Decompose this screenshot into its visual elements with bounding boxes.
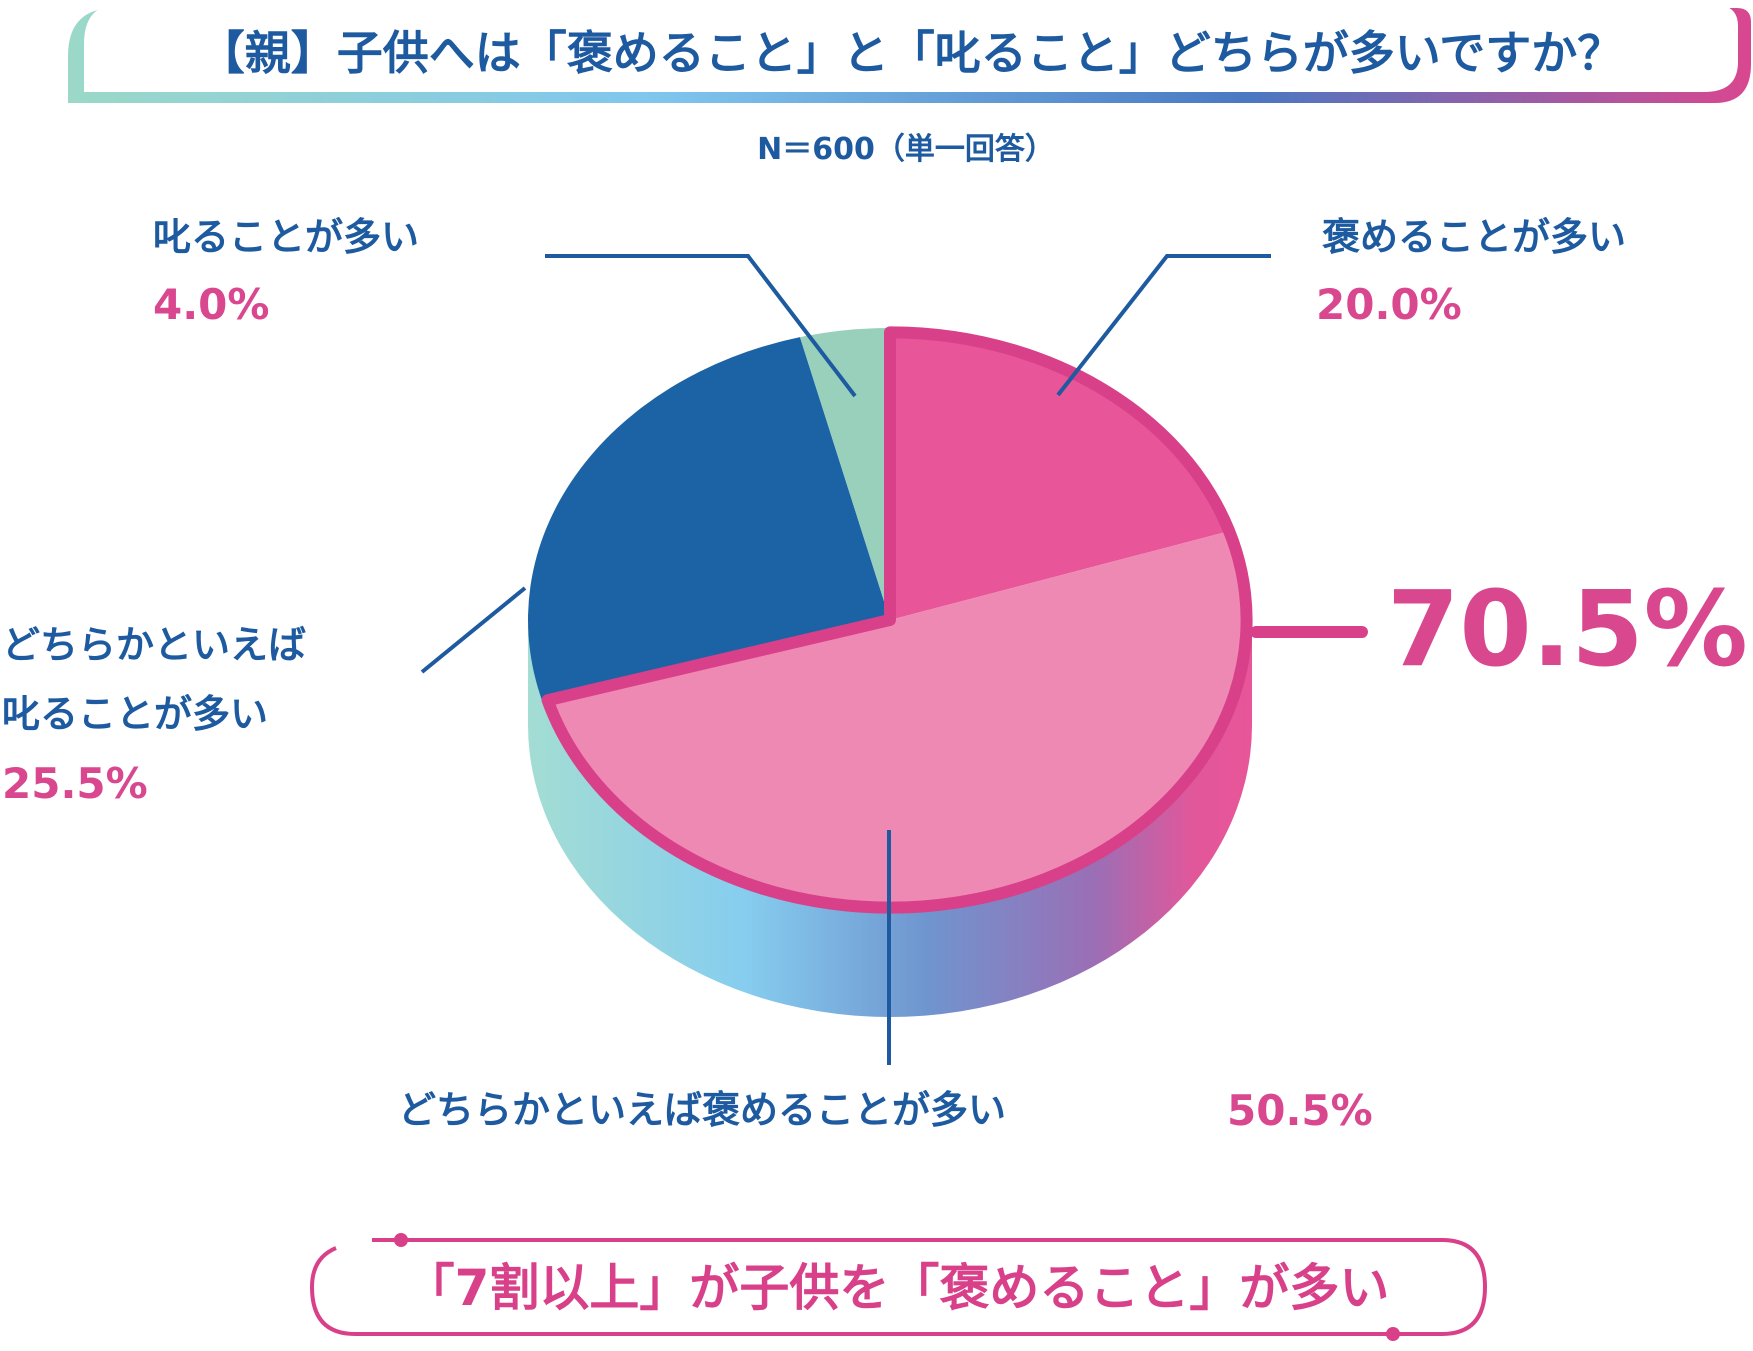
label-somewhat-praise-text: どちらかといえば褒めることが多い <box>398 1088 1006 1132</box>
leader-line-scold-more <box>545 254 857 398</box>
combined-percentage: 70.5% <box>1387 568 1748 690</box>
label-scold-more-text: 叱ることが多い <box>153 215 419 259</box>
leader-lines <box>420 254 1271 1065</box>
label-praise-more-value: 20.0% <box>1316 280 1462 329</box>
title-banner: 【親】子供へは「褒めること」と「叱ること」どちらが多いですか？ <box>68 4 1751 103</box>
label-scold-more-value: 4.0% <box>153 280 269 329</box>
summary-callout: 「7割以上」が子供を「褒めること」が多い <box>310 1233 1488 1341</box>
summary-text: 「7割以上」が子供を「褒めること」が多い <box>405 1259 1390 1317</box>
label-somewhat-scold-line1: どちらかといえば <box>2 623 306 667</box>
praise-group-outline <box>541 326 1253 914</box>
label-somewhat-scold-value: 25.5% <box>2 759 148 808</box>
leader-line-praise-more <box>1056 254 1271 397</box>
label-somewhat-praise-value: 50.5% <box>1227 1086 1373 1135</box>
label-somewhat-scold-line2: 叱ることが多い <box>2 692 268 736</box>
sample-note: N＝600（単一回答） <box>757 132 1055 167</box>
pie-side-face <box>528 620 1252 1017</box>
pie-slice-somewhat-praise <box>542 529 1252 912</box>
pie-slice-scold-more <box>799 328 890 620</box>
pie-slice-praise-more <box>890 328 1235 620</box>
label-somewhat-praise: どちらかといえば褒めることが多い 50.5% <box>398 1086 1373 1135</box>
label-praise-more-text: 褒めることが多い <box>1322 215 1626 259</box>
pie-top-face <box>528 328 1252 912</box>
leader-line-somewhat-scold <box>420 586 527 674</box>
pie-slice-somewhat-scold <box>528 337 890 702</box>
label-scold-more: 叱ることが多い 4.0% <box>153 215 419 329</box>
label-praise-more: 褒めることが多い 20.0% <box>1316 215 1626 329</box>
label-somewhat-scold: どちらかといえば 叱ることが多い 25.5% <box>2 623 306 808</box>
chart-title: 【親】子供へは「褒めること」と「叱ること」どちらが多いですか？ <box>199 26 1624 80</box>
